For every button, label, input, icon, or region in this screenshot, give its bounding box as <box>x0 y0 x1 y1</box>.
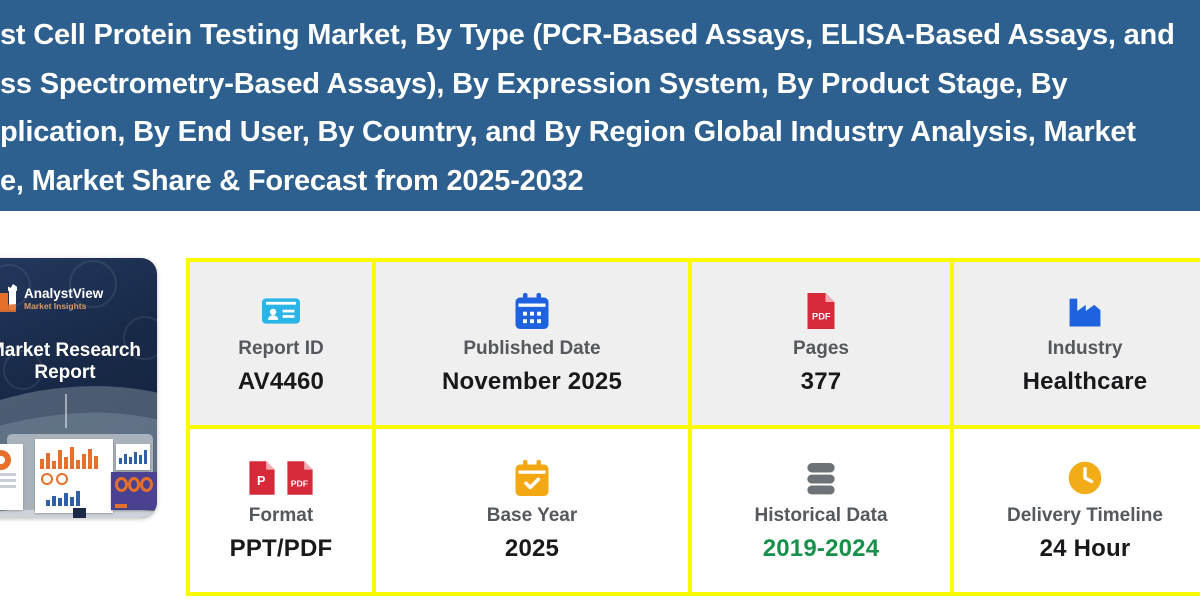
report-title-banner: st Cell Protein Testing Market, By Type … <box>0 0 1200 211</box>
info-cell-value: November 2025 <box>441 368 623 395</box>
info-cell-industry: Industry Healthcare <box>954 262 1200 425</box>
info-cell-value: Healthcare <box>1022 368 1148 395</box>
info-cell-value: PPT/PDF <box>229 535 333 562</box>
watermark-icon <box>69 260 117 308</box>
cover-dashboard-card <box>111 472 157 510</box>
svg-text:PDF: PDF <box>812 311 831 321</box>
info-cell-delivery-timeline: Delivery Timeline 24 Hour <box>954 429 1200 592</box>
brand-logo-icon <box>0 284 17 312</box>
report-title: st Cell Protein Testing Market, By Type … <box>0 11 1200 205</box>
cover-chart-card <box>0 444 23 510</box>
svg-text:PDF: PDF <box>291 478 308 488</box>
info-cell-label: Historical Data <box>754 505 888 526</box>
info-cell-value: 2025 <box>504 535 560 562</box>
cover-chart-card <box>35 439 113 513</box>
watermark-icon <box>123 316 157 360</box>
cover-title: Market Research Report <box>0 340 157 384</box>
info-cell-label: Published Date <box>463 338 601 359</box>
clock-icon <box>1068 458 1102 498</box>
report-title-line: ss Spectrometry-Based Assays), By Expres… <box>0 67 1068 100</box>
info-cell-base-year: Base Year 2025 <box>376 429 688 592</box>
cover-monitor-stand <box>73 508 86 518</box>
cover-title-line: Report <box>34 362 96 383</box>
report-title-line: st Cell Protein Testing Market, By Type … <box>0 19 1175 51</box>
info-cell-label: Format <box>248 505 314 526</box>
info-cell-pages: PDF Pages 377 <box>692 262 950 425</box>
report-title-line: e, Market Share & Forecast from 2025-203… <box>0 164 584 197</box>
calendar-icon <box>515 291 549 331</box>
brand-logo: AnalystView Market Insights <box>0 284 151 312</box>
cover-title-line: Market Research <box>0 340 142 361</box>
cover-chart-card <box>116 444 150 470</box>
id-card-icon <box>262 291 300 331</box>
database-icon <box>806 458 836 498</box>
info-cell-label: Industry <box>1047 338 1123 359</box>
info-cell-format: P PDF Format PPT/PDF <box>190 429 372 592</box>
brand-tagline: Market Insights <box>24 301 87 311</box>
calendar-check-icon <box>515 458 549 498</box>
svg-text:P: P <box>257 474 265 488</box>
info-cell-historical-data: Historical Data 2019-2024 <box>692 429 950 592</box>
info-cell-value: 2019-2024 <box>762 535 880 562</box>
ppt-pdf-files-icon: P PDF <box>248 458 314 498</box>
info-cell-value: AV4460 <box>237 368 325 395</box>
info-cell-report-id: Report ID AV4460 <box>190 262 372 425</box>
watermark-icon <box>3 350 43 390</box>
factory-icon <box>1066 291 1104 331</box>
report-cover-image: AnalystView Market Insights Market Resea… <box>0 258 157 518</box>
info-cell-label: Pages <box>793 338 849 359</box>
info-cell-label: Base Year <box>486 505 578 526</box>
info-cell-label: Delivery Timeline <box>1007 505 1163 526</box>
info-cell-value: 24 Hour <box>1039 535 1131 562</box>
report-info-table: Report ID AV4460 Published Date <box>186 258 1200 596</box>
info-cell-value: 377 <box>800 368 842 395</box>
info-cell-published-date: Published Date November 2025 <box>376 262 688 425</box>
info-cell-label: Report ID <box>238 338 324 359</box>
brand-name: AnalystView <box>24 286 104 301</box>
report-title-line: plication, By End User, By Country, and … <box>0 116 1136 148</box>
cover-divider <box>65 394 67 428</box>
pdf-file-icon: PDF <box>806 291 836 331</box>
